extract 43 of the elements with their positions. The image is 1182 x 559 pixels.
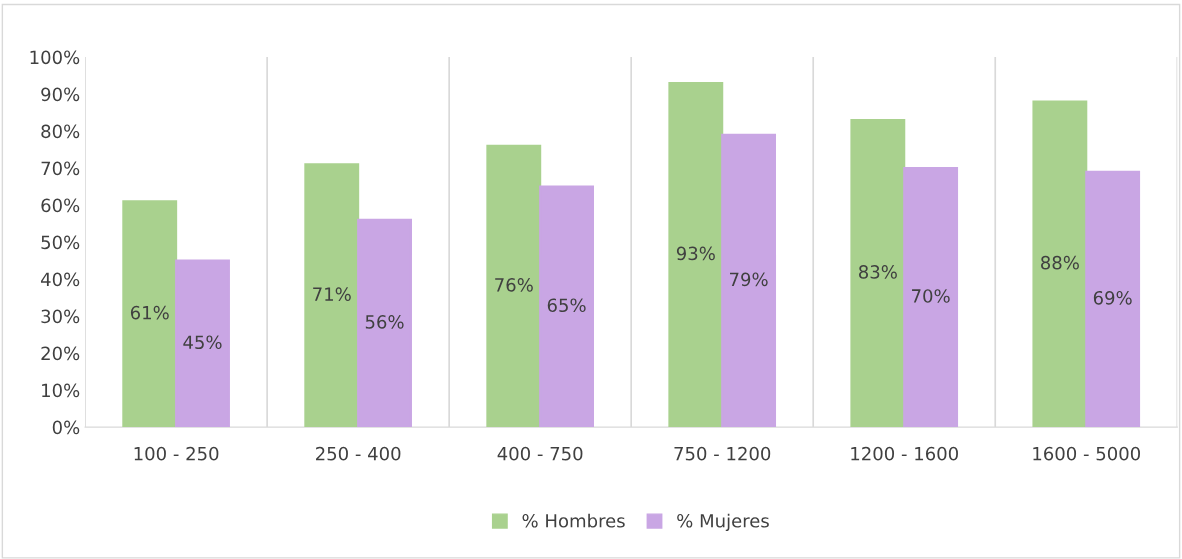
bar: [1032, 100, 1088, 428]
bar: [175, 259, 230, 428]
data-label: 88%: [1041, 255, 1079, 270]
y-tick-label: 100%: [30, 50, 80, 65]
data-label: 65%: [547, 298, 586, 313]
x-tick-label: 750 - 1200: [674, 446, 771, 461]
x-tick-label: 250 - 400: [316, 446, 401, 461]
data-label: 79%: [730, 272, 768, 287]
data-label: 61%: [130, 305, 169, 320]
x-tick-label: 100 - 250: [134, 446, 219, 461]
bar: [304, 163, 360, 428]
data-label: 76%: [495, 278, 533, 292]
y-tick-label: 40%: [40, 272, 80, 287]
y-tick-label: 0%: [52, 420, 80, 435]
x-tick-label: 1600 - 5000: [1033, 446, 1141, 461]
data-label: 69%: [1093, 290, 1132, 305]
bar: [903, 167, 959, 428]
data-label: 83%: [858, 265, 897, 279]
y-tick-label: 60%: [41, 198, 80, 213]
bar: [721, 133, 777, 428]
bar: [357, 218, 412, 428]
y-tick-label: 50%: [41, 235, 80, 250]
legend-label: % Hombres: [522, 513, 625, 528]
bar: [1085, 170, 1141, 428]
y-tick-label: 70%: [41, 161, 80, 176]
data-label: 45%: [183, 335, 222, 350]
y-tick-label: 30%: [41, 309, 80, 324]
data-label: 56%: [365, 315, 404, 329]
legend-label: % Mujeres: [677, 513, 769, 532]
y-tick-label: 80%: [41, 124, 80, 139]
data-label: 93%: [676, 246, 715, 261]
x-tick-label: 1200 - 1600: [851, 446, 958, 461]
bar: [122, 200, 178, 428]
bar: [668, 81, 724, 428]
y-tick-label: 20%: [41, 346, 80, 361]
data-label: 71%: [313, 287, 351, 301]
bar: [486, 144, 542, 428]
data-label: 70%: [912, 289, 950, 303]
y-tick-label: 90%: [41, 87, 80, 102]
bar: [539, 185, 594, 428]
bar: [850, 118, 906, 428]
y-tick-label: 10%: [42, 383, 80, 398]
x-tick-label: 400 - 750: [497, 446, 583, 461]
